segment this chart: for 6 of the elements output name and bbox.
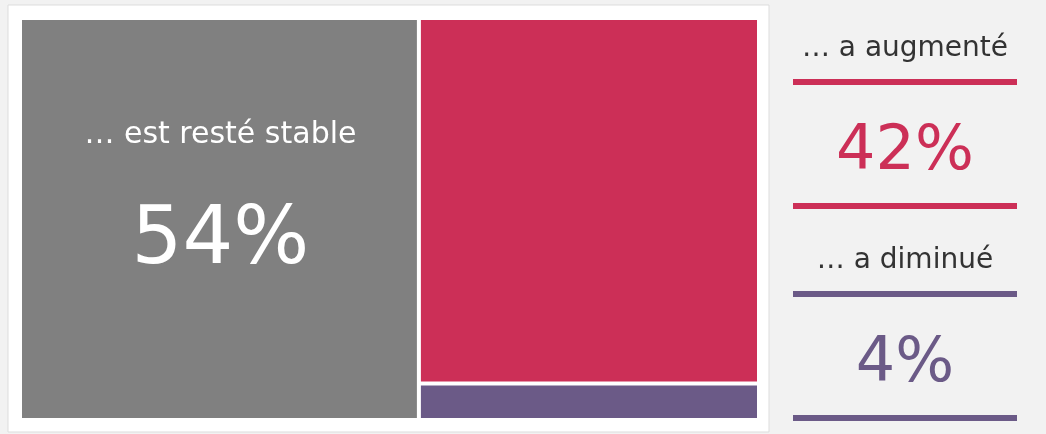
data-label: 42% [836,111,974,184]
data-label: 4% [855,323,955,396]
category-label: … a diminué [816,242,994,275]
category-label: … a augmenté [801,30,1009,63]
category-label: … est resté stable [84,115,357,150]
data-label: 54% [131,189,310,282]
